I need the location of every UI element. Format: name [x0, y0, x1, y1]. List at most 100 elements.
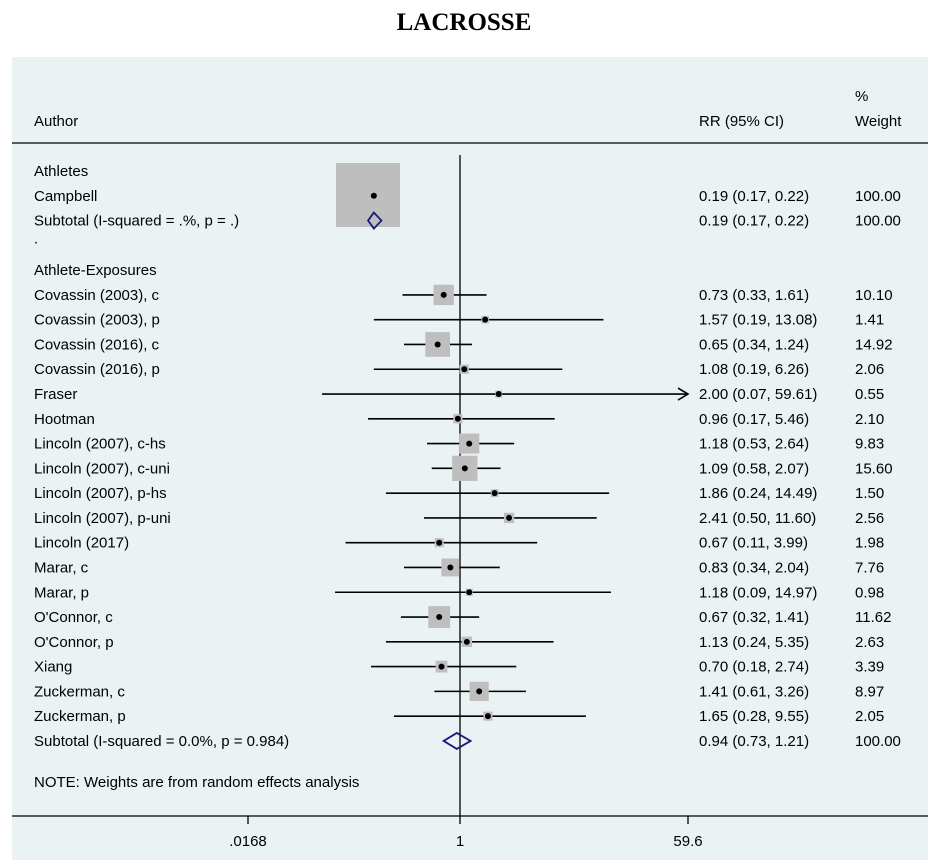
point-estimate [370, 192, 377, 199]
study-weight: 1.41 [855, 312, 884, 329]
study-rr-ci: 0.67 (0.32, 1.41) [699, 609, 809, 626]
study-weight: 2.56 [855, 510, 884, 527]
study-author: Zuckerman, p [34, 708, 126, 725]
study-weight: 3.39 [855, 659, 884, 676]
study-rr-ci: 1.86 (0.24, 14.49) [699, 485, 817, 502]
x-tick-label: 59.6 [673, 833, 702, 850]
study-weight: 0.98 [855, 584, 884, 601]
point-estimate [438, 663, 445, 670]
study-author: Zuckerman, c [34, 683, 125, 700]
point-estimate [491, 490, 498, 497]
study-author: Lincoln (2017) [34, 535, 129, 552]
study-rr-ci: 0.73 (0.33, 1.61) [699, 287, 809, 304]
study-author: Lincoln (2007), p-uni [34, 510, 171, 527]
study-weight: 2.10 [855, 411, 884, 428]
study-author: Fraser [34, 386, 77, 403]
study-weight: 10.10 [855, 287, 893, 304]
subtotal-rr-ci: 0.19 (0.17, 0.22) [699, 213, 809, 230]
study-weight: 11.62 [855, 609, 891, 626]
point-estimate [506, 514, 513, 521]
study-weight: 7.76 [855, 559, 884, 576]
study-weight: 2.06 [855, 361, 884, 378]
study-weight: 2.63 [855, 634, 884, 651]
study-weight: 2.05 [855, 708, 884, 725]
x-tick-label: 1 [456, 833, 464, 850]
study-rr-ci: 1.57 (0.19, 13.08) [699, 312, 817, 329]
subtotal-rr-ci: 0.94 (0.73, 1.21) [699, 733, 809, 750]
study-author: Lincoln (2007), c-uni [34, 460, 170, 477]
study-rr-ci: 0.70 (0.18, 2.74) [699, 659, 809, 676]
study-rr-ci: 1.18 (0.09, 14.97) [699, 584, 817, 601]
point-estimate [434, 341, 441, 348]
study-weight: 0.55 [855, 386, 884, 403]
study-rr-ci: 0.83 (0.34, 2.04) [699, 559, 809, 576]
subtotal-diamond [366, 211, 383, 230]
study-rr-ci: 0.96 (0.17, 5.46) [699, 411, 809, 428]
forest-plot: Author RR (95% CI)% Weight Athletes Campbell… [12, 88, 928, 850]
point-estimate [454, 415, 461, 422]
study-weight: 100.00 [855, 188, 901, 205]
subtotal-diamond [441, 731, 473, 750]
group-label: Athlete-Exposures [34, 262, 157, 279]
study-weight: 14.92 [855, 336, 893, 353]
study-rr-ci: 1.41 (0.61, 3.26) [699, 683, 809, 700]
subtotal-label: Subtotal (I-squared = 0.0%, p = 0.984) [34, 733, 289, 750]
study-rr-ci: 0.67 (0.11, 3.99) [699, 535, 808, 552]
study-weight: 1.98 [855, 535, 884, 552]
point-estimate [436, 614, 443, 621]
study-weight: 8.97 [855, 683, 884, 700]
study-rr-ci: 2.00 (0.07, 59.61) [699, 386, 817, 403]
study-author: Covassin (2003), c [34, 287, 160, 304]
forest-plot-panel: Author RR (95% CI)% Weight Athletes Campbell… [12, 57, 928, 860]
header-rr-ci: RR (95% CI) [699, 113, 784, 130]
study-weight: 9.83 [855, 436, 884, 453]
point-estimate [461, 366, 468, 373]
study-author: Lincoln (2007), c-hs [34, 436, 166, 453]
study-rr-ci: 0.19 (0.17, 0.22) [699, 188, 809, 205]
point-estimate [466, 440, 473, 447]
header-weight: Weight [855, 113, 902, 130]
subtotal-weight: 100.00 [855, 733, 901, 750]
point-estimate [463, 638, 470, 645]
study-weight: 1.50 [855, 485, 884, 502]
study-rr-ci: 1.09 (0.58, 2.07) [699, 460, 809, 477]
subtotal-weight: 100.00 [855, 213, 901, 230]
point-estimate [484, 713, 491, 720]
subtotal-label: Subtotal (I-squared = .%, p = .) [34, 213, 239, 230]
study-author: Marar, p [34, 584, 89, 601]
study-author: O'Connor, c [34, 609, 113, 626]
study-rr-ci: 0.65 (0.34, 1.24) [699, 336, 809, 353]
point-estimate [482, 316, 489, 323]
weight-box [336, 163, 400, 227]
study-author: Hootman [34, 411, 95, 428]
point-estimate [447, 564, 454, 571]
study-rr-ci: 1.18 (0.53, 2.64) [699, 436, 809, 453]
point-estimate [440, 291, 447, 298]
point-estimate [436, 539, 443, 546]
note-text: NOTE: Weights are from random effects an… [34, 774, 359, 791]
study-author: Covassin (2003), p [34, 312, 160, 329]
study-author: O'Connor, p [34, 634, 114, 651]
study-rr-ci: 1.08 (0.19, 6.26) [699, 361, 809, 378]
group-label: Athletes [34, 163, 88, 180]
study-author: Covassin (2016), p [34, 361, 160, 378]
point-estimate [466, 589, 473, 596]
ci-arrow [677, 387, 690, 401]
x-tick-label: .0168 [229, 833, 267, 850]
study-weight: 15.60 [855, 460, 893, 477]
point-estimate [495, 391, 502, 398]
study-author: Xiang [34, 659, 72, 676]
point-estimate [476, 688, 483, 695]
page-title: LACROSSE [396, 9, 532, 36]
study-author: Marar, c [34, 559, 89, 576]
study-author: Campbell [34, 188, 97, 205]
study-author: Lincoln (2007), p-hs [34, 485, 167, 502]
header-author: Author [34, 113, 78, 130]
group-separator: . [34, 230, 38, 247]
study-rr-ci: 2.41 (0.50, 11.60) [699, 510, 816, 527]
study-rr-ci: 1.65 (0.28, 9.55) [699, 708, 809, 725]
study-rr-ci: 1.13 (0.24, 5.35) [699, 634, 809, 651]
point-estimate [461, 465, 468, 472]
study-author: Covassin (2016), c [34, 336, 160, 353]
header-weight-percent: % [855, 88, 868, 105]
